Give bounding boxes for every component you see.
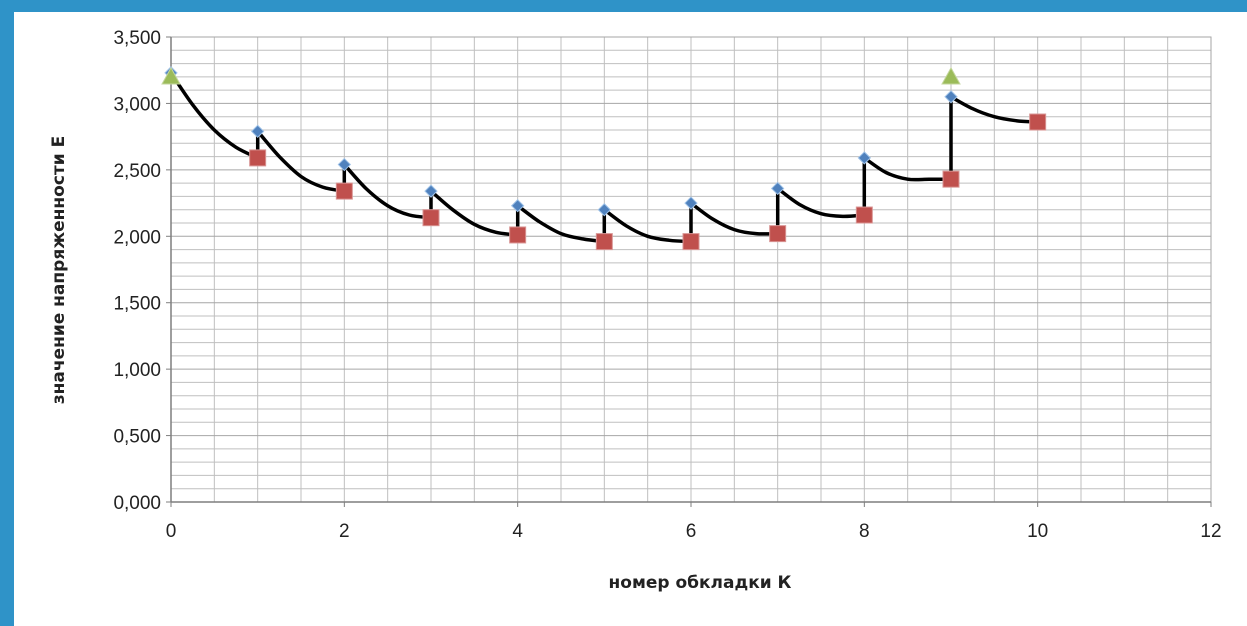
- y-tick-label: 2,000: [113, 227, 161, 248]
- data-point-diamond: [857, 151, 872, 165]
- y-tick-label: 1,000: [113, 360, 161, 381]
- data-point-square: [682, 233, 700, 251]
- data-point-square: [942, 170, 960, 188]
- data-point-square: [1029, 113, 1047, 131]
- data-point-square: [769, 225, 787, 243]
- x-tick-label: 4: [512, 521, 523, 542]
- grid: [171, 37, 1211, 502]
- x-tick-label: 10: [1027, 521, 1048, 542]
- data-point-diamond: [944, 90, 958, 104]
- data-point-square: [855, 206, 873, 224]
- y-tick-label: 3,500: [113, 28, 161, 49]
- curve-layer: [169, 71, 1038, 244]
- y-tick-label: 3,000: [113, 94, 161, 115]
- x-tick-label: 8: [859, 521, 870, 542]
- x-tick-label: 6: [686, 521, 697, 542]
- data-point-diamond: [770, 181, 785, 196]
- chart: 0 2 4 6 8 10 12 0,000 0,500 1,000 1,500 2,000 2,500 3…: [49, 28, 1222, 593]
- tick-labels: 0 2 4 6 8 10 12 0,000 0,500 1,000 1,500 2,000 2,500 3…: [113, 28, 1221, 542]
- data-point-diamond: [510, 199, 525, 213]
- chart-panel: 0 2 4 6 8 10 12 0,000 0,500 1,000 1,500 2,000 2,500 3…: [14, 12, 1247, 626]
- x-tick-label: 0: [166, 521, 177, 542]
- x-axis-title: номер обкладки К: [609, 573, 792, 593]
- series-line: [169, 71, 1038, 244]
- data-point-square: [595, 233, 613, 251]
- data-point-diamond: [684, 196, 698, 210]
- data-point-square: [509, 226, 527, 244]
- y-tick-label: 0,000: [113, 493, 161, 514]
- y-tick-label: 2,500: [113, 161, 161, 182]
- y-tick-label: 1,500: [113, 294, 161, 315]
- data-point-square: [422, 209, 440, 227]
- data-point-diamond: [337, 157, 352, 172]
- data-point-diamond: [597, 203, 612, 217]
- axes: [166, 36, 1212, 507]
- y-axis-title: значение напряженности Е: [49, 136, 69, 404]
- data-point-diamond: [250, 124, 265, 139]
- y-tick-label: 0,500: [113, 427, 161, 448]
- data-point-triangle: [161, 66, 181, 85]
- data-point-triangle: [941, 66, 961, 85]
- data-point-diamond: [424, 184, 438, 198]
- x-tick-label: 12: [1200, 521, 1221, 542]
- x-tick-label: 2: [339, 521, 350, 542]
- data-point-square: [249, 149, 267, 167]
- data-point-square: [335, 182, 353, 200]
- marker-layer: [161, 66, 1047, 251]
